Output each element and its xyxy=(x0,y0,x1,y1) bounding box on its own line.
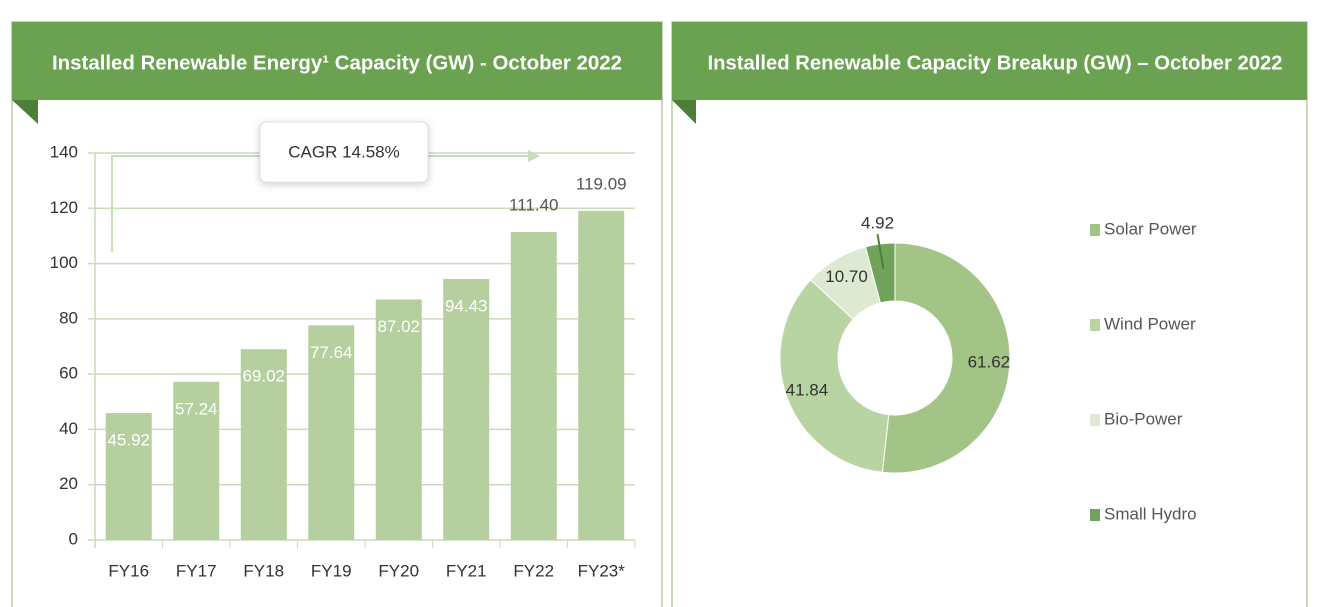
legend-label: Small Hydro xyxy=(1104,504,1197,523)
annotation: CAGR 14.58% xyxy=(288,142,400,161)
bar xyxy=(173,381,220,540)
legend-label: Solar Power xyxy=(1104,219,1197,238)
value-label: 45.92 xyxy=(107,431,150,450)
y-tick-label: 140 xyxy=(50,142,78,161)
x-tick-label: FY20 xyxy=(378,561,419,580)
legend-swatch xyxy=(1090,224,1100,236)
y-tick-label: 100 xyxy=(50,253,78,272)
donut-slice xyxy=(864,242,896,304)
x-tick-label: FY22 xyxy=(513,561,554,580)
y-tick-label: 80 xyxy=(59,308,78,327)
value-label: 69.02 xyxy=(242,367,285,386)
annotation-box xyxy=(259,121,429,183)
chart-title: Installed Renewable Capacity Breakup (GW… xyxy=(708,52,1283,74)
x-tick-label: FY23* xyxy=(578,561,626,580)
value-label: 4.92 xyxy=(861,214,894,233)
value-label: 111.40 xyxy=(509,196,558,215)
fold xyxy=(672,100,696,124)
value-label: 41.84 xyxy=(786,380,829,399)
bar-chart: 0 20 40 60 80 100 120 140 45.92 FY16 57.24 FY17 69.0… xyxy=(50,121,636,580)
value-label: 94.43 xyxy=(445,296,488,315)
left-header xyxy=(12,22,662,100)
arrow-head xyxy=(528,150,540,162)
x-tick-label: FY19 xyxy=(311,561,352,580)
legend-label: Bio-Power xyxy=(1104,409,1183,428)
x-tick-label: FY16 xyxy=(108,561,149,580)
legend-label: Wind Power xyxy=(1104,314,1196,333)
legend-swatch xyxy=(1090,414,1100,426)
value-label: 10.70 xyxy=(825,267,868,286)
donut-chart: 61.62 Solar Power 41.84 Wind Power 10.70 Bio-… xyxy=(779,214,1197,523)
x-tick-label: FY21 xyxy=(446,561,487,580)
fold xyxy=(12,100,38,124)
value-label: 119.09 xyxy=(576,174,627,193)
y-tick-label: 0 xyxy=(69,529,78,548)
y-tick-label: 120 xyxy=(50,198,78,217)
x-tick-label: FY17 xyxy=(176,561,217,580)
y-tick-label: 40 xyxy=(59,419,78,438)
value-label: 57.24 xyxy=(175,399,218,418)
legend-swatch xyxy=(1090,509,1100,521)
x-tick-label: FY18 xyxy=(243,561,284,580)
leader xyxy=(876,233,885,269)
bar xyxy=(443,278,490,540)
y-tick-label: 60 xyxy=(59,364,78,383)
right-header xyxy=(672,22,1307,100)
legend-swatch xyxy=(1090,319,1100,331)
bar xyxy=(105,413,152,540)
y-tick-label: 20 xyxy=(59,474,78,493)
value-label: 77.64 xyxy=(310,343,353,362)
value-label: 61.62 xyxy=(968,353,1011,372)
donut-slice xyxy=(779,279,890,473)
bar xyxy=(308,325,355,540)
value-label: 87.02 xyxy=(377,317,420,336)
bar xyxy=(578,210,625,540)
bar xyxy=(240,349,287,540)
donut-slice xyxy=(881,242,1011,474)
bar xyxy=(375,299,422,540)
bar xyxy=(510,232,557,540)
chart-title: Installed Renewable Energy¹ Capacity (GW… xyxy=(52,52,622,74)
